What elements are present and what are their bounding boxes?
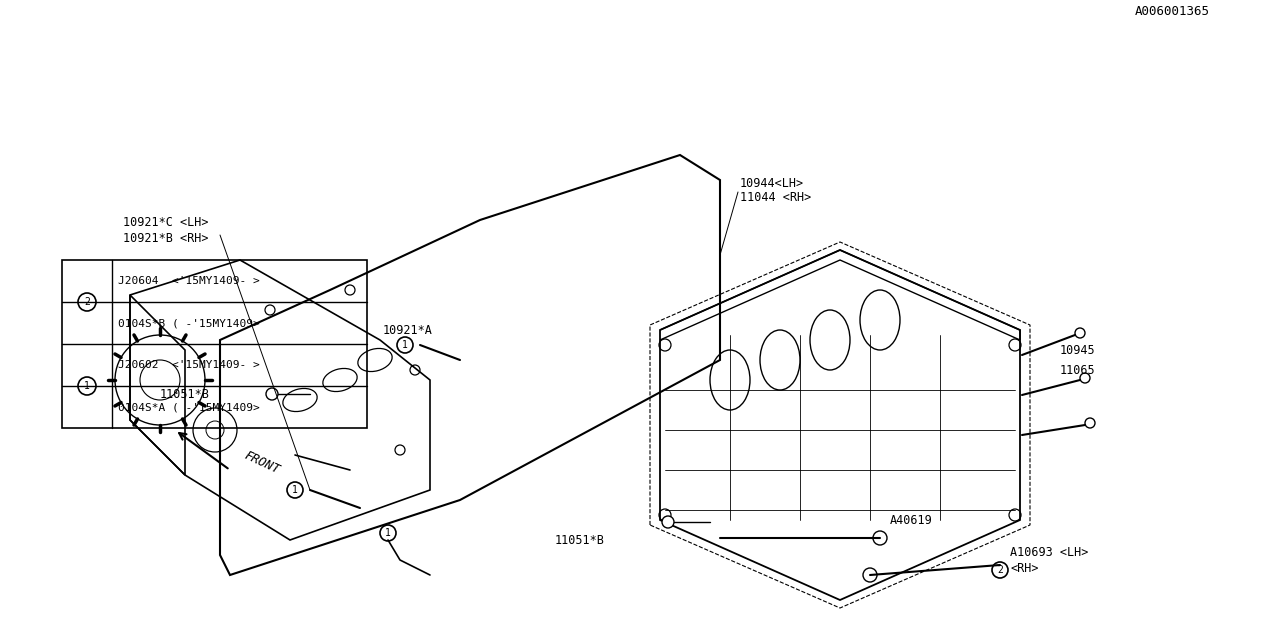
Text: 2: 2 [997,565,1004,575]
Text: 11044 <RH>: 11044 <RH> [740,191,812,204]
Text: 0104S*B ( -'15MY1409>: 0104S*B ( -'15MY1409> [118,318,260,328]
Circle shape [863,568,877,582]
Text: 10921*A: 10921*A [383,323,433,337]
Text: A006001365: A006001365 [1135,5,1210,18]
Text: 1: 1 [292,485,298,495]
Text: <RH>: <RH> [1010,561,1038,575]
Text: 11051*B: 11051*B [556,534,605,547]
Text: 2: 2 [84,297,90,307]
Circle shape [266,388,278,400]
Text: 10921*B <RH>: 10921*B <RH> [123,232,209,244]
Text: 1: 1 [385,528,390,538]
Text: 11065: 11065 [1060,364,1096,376]
Text: 10944<LH>: 10944<LH> [740,177,804,189]
Text: 0104S*A ( -'15MY1409>: 0104S*A ( -'15MY1409> [118,402,260,412]
Text: 10921*C <LH>: 10921*C <LH> [123,216,209,228]
Circle shape [1080,373,1091,383]
Text: 11051*B: 11051*B [160,387,210,401]
Text: A40619: A40619 [890,513,933,527]
Text: J20604  <'15MY1409- >: J20604 <'15MY1409- > [118,276,260,286]
Circle shape [1085,418,1094,428]
Circle shape [1075,328,1085,338]
Text: 10945: 10945 [1060,344,1096,356]
Text: FRONT: FRONT [242,449,282,477]
Circle shape [873,531,887,545]
Text: 1: 1 [402,340,408,350]
Circle shape [662,516,675,528]
Text: 1: 1 [84,381,90,391]
Text: A10693 <LH>: A10693 <LH> [1010,547,1088,559]
Text: J20602  <'15MY1409- >: J20602 <'15MY1409- > [118,360,260,370]
